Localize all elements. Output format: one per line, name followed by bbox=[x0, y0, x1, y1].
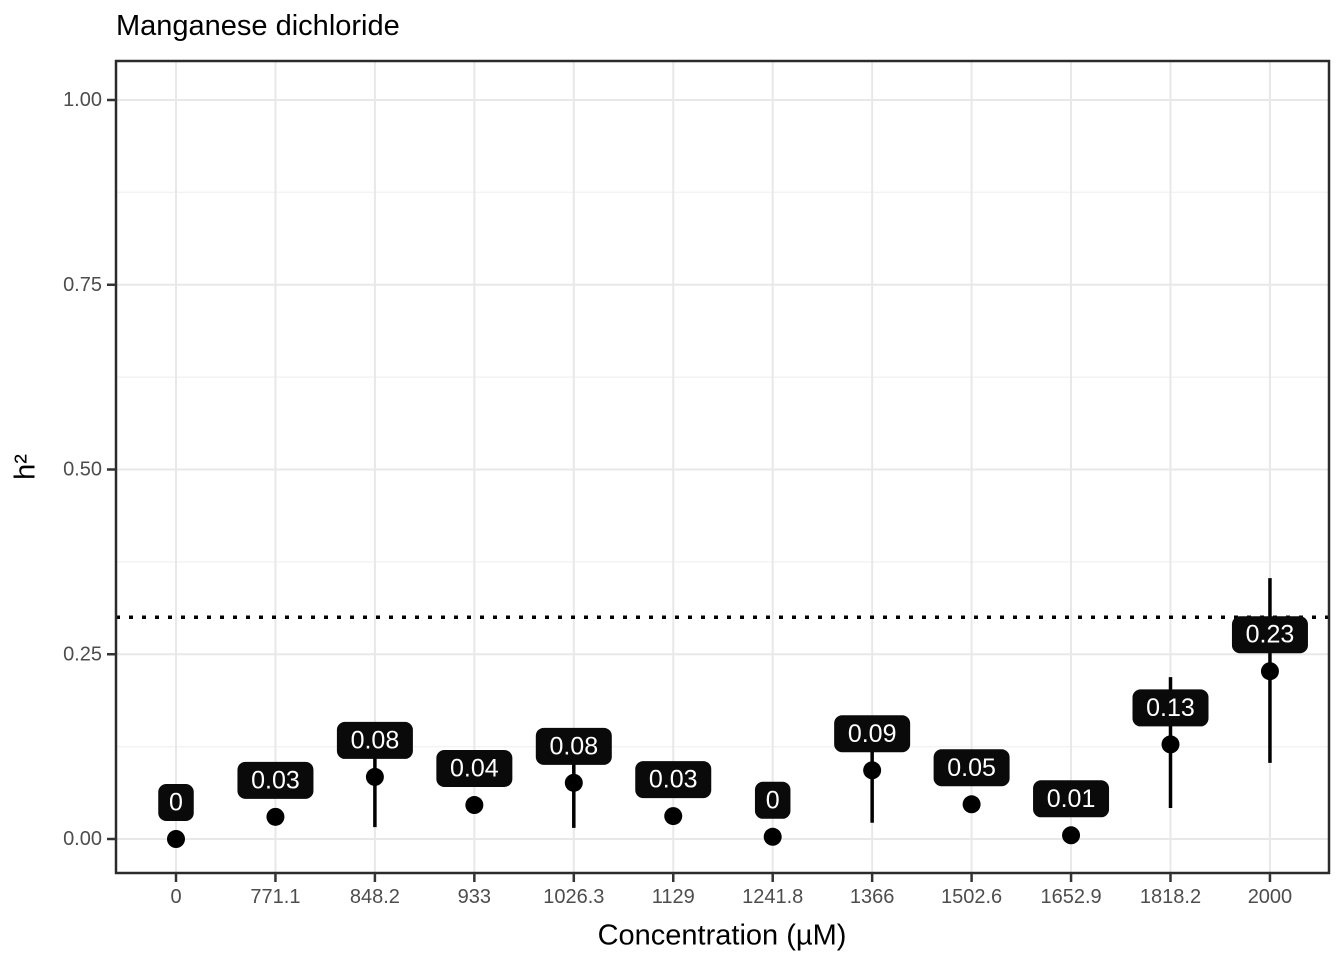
data-point bbox=[266, 807, 285, 826]
x-tick-label: 1366 bbox=[850, 886, 895, 908]
value-label-box bbox=[834, 715, 911, 753]
x-tick-label: 1129 bbox=[652, 886, 695, 908]
value-label-text: 0.05 bbox=[947, 754, 996, 782]
data-point bbox=[365, 767, 384, 786]
data-point bbox=[664, 807, 683, 826]
data-point bbox=[1062, 826, 1081, 845]
value-label-box bbox=[535, 727, 612, 765]
value-label-text: 0.08 bbox=[549, 732, 598, 760]
value-label-text: 0.08 bbox=[351, 726, 400, 754]
data-point bbox=[1161, 735, 1180, 754]
value-label-box bbox=[158, 784, 194, 821]
value-label-box bbox=[1132, 689, 1209, 727]
data-point bbox=[863, 761, 882, 780]
value-label-text: 0.01 bbox=[1047, 785, 1096, 813]
value-label-text: 0 bbox=[169, 789, 183, 817]
x-tick-label: 1026.3 bbox=[543, 886, 604, 908]
data-point bbox=[564, 773, 583, 792]
value-label-box bbox=[336, 721, 413, 759]
y-tick-label: 0.00 bbox=[63, 828, 102, 850]
x-tick-label: 933 bbox=[458, 886, 491, 908]
data-point bbox=[465, 796, 484, 815]
x-tick-label: 0 bbox=[170, 886, 181, 908]
plot-title: Manganese dichloride bbox=[116, 10, 400, 42]
x-tick-label: 771.1 bbox=[250, 886, 300, 908]
y-tick-label: 0.25 bbox=[63, 643, 102, 665]
value-label-text: 0.13 bbox=[1146, 694, 1195, 722]
value-label-text: 0.04 bbox=[450, 755, 499, 783]
value-label-box bbox=[237, 761, 314, 799]
value-label-box bbox=[635, 761, 712, 799]
value-label-box bbox=[436, 750, 513, 788]
value-label-text: 0.09 bbox=[848, 720, 897, 748]
x-tick-label: 1241.8 bbox=[742, 886, 803, 908]
value-label-text: 0.03 bbox=[251, 766, 300, 794]
data-point bbox=[763, 827, 782, 846]
y-tick-label: 0.50 bbox=[63, 459, 102, 481]
y-tick-label: 0.75 bbox=[63, 274, 102, 296]
x-tick-label: 1818.2 bbox=[1140, 886, 1201, 908]
value-label-text: 0.23 bbox=[1246, 621, 1295, 649]
value-label-text: 0 bbox=[766, 786, 780, 814]
data-point bbox=[167, 830, 185, 848]
x-tick-label: 1652.9 bbox=[1040, 886, 1101, 908]
value-label-text: 0.03 bbox=[649, 766, 698, 794]
x-tick-label: 1502.6 bbox=[941, 886, 1002, 908]
value-label-box bbox=[1033, 780, 1110, 818]
x-tick-label: 848.2 bbox=[350, 886, 400, 908]
value-label-box bbox=[754, 781, 791, 819]
x-axis-title: Concentration (µM) bbox=[597, 919, 847, 952]
panel-border bbox=[114, 59, 1331, 875]
value-label-box bbox=[1231, 616, 1308, 654]
x-tick-label: 2000 bbox=[1248, 886, 1293, 908]
y-tick-label: 1.00 bbox=[63, 89, 102, 111]
data-point bbox=[1260, 662, 1279, 681]
data-point bbox=[962, 795, 981, 814]
value-label-box bbox=[933, 749, 1010, 787]
